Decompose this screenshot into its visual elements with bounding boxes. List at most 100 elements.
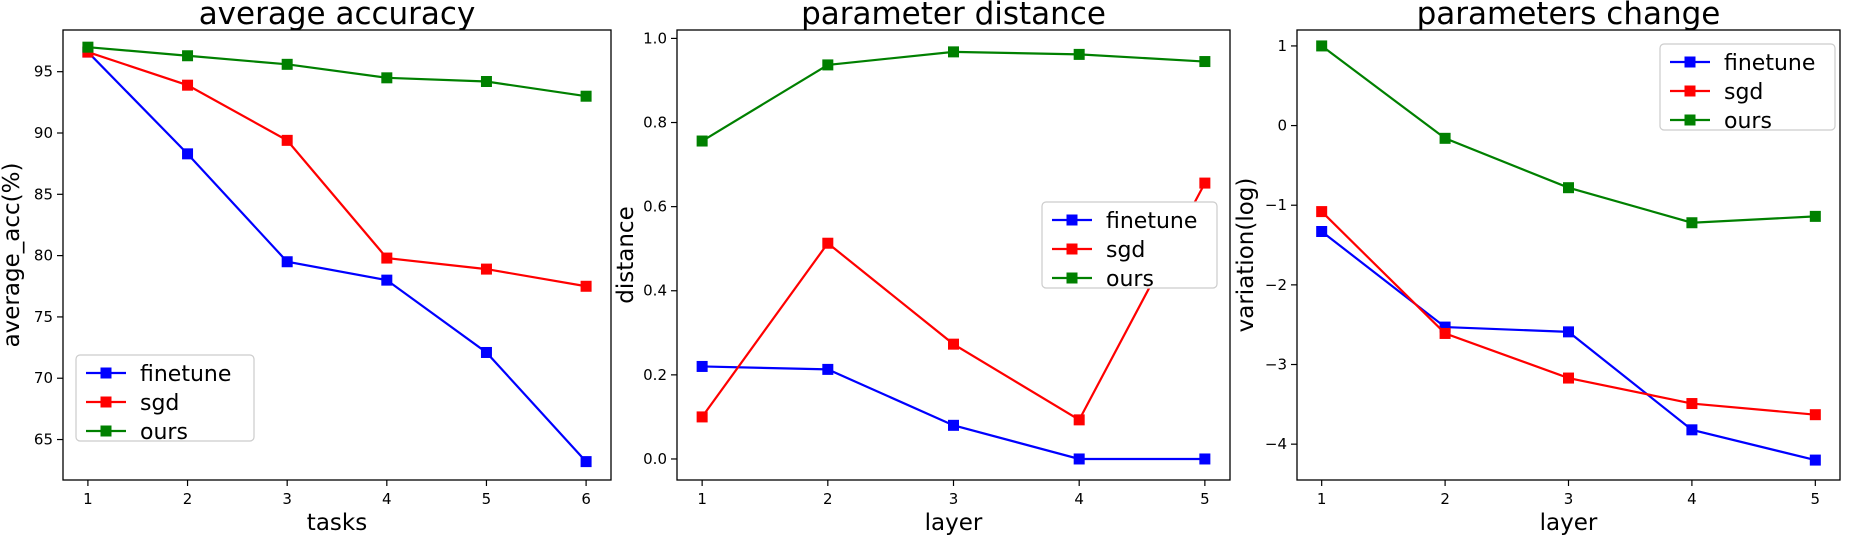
panel3-point-finetune — [1809, 454, 1821, 466]
panel1-plot-frame — [62, 29, 612, 481]
panel3-x-tick-label: 4 — [1687, 490, 1697, 508]
panel2-point-ours — [1073, 48, 1085, 60]
panel2-x-tick-label: 2 — [823, 490, 833, 508]
panel1-x-tick-label: 5 — [482, 490, 492, 508]
panel2-x-tick-label: 5 — [1200, 490, 1210, 508]
panel3-point-finetune — [1316, 226, 1328, 238]
panel3-point-finetune — [1686, 424, 1698, 436]
panel2-legend-box — [1041, 201, 1218, 289]
panel1-legend-box — [75, 354, 255, 442]
panel3-point-sgd — [1439, 327, 1451, 339]
panel2-y-tick-label: 0.8 — [643, 114, 667, 132]
panel1-point-finetune — [381, 274, 393, 286]
panel3-x-tick-label: 2 — [1440, 490, 1450, 508]
panel1-y-tick-label: 65 — [34, 431, 53, 449]
panel1-x-axis-label: tasks — [307, 510, 367, 536]
panel3-point-ours — [1316, 40, 1328, 52]
panel1-point-sgd — [381, 252, 393, 264]
panel3-y-tick-label: 0 — [1277, 117, 1287, 135]
panel1-point-finetune — [281, 256, 293, 268]
panel3-x-tick-label: 3 — [1564, 490, 1574, 508]
panel2-point-ours — [822, 59, 834, 71]
panel3-legend-label-sgd: sgd — [1724, 80, 1763, 105]
panel3-point-ours — [1439, 132, 1451, 144]
panel3-point-finetune — [1439, 321, 1451, 333]
panel1-title: average accuracy — [199, 0, 476, 32]
panel1-legend-label-finetune: finetune — [140, 362, 231, 387]
panel2-legend-marker-ours — [1066, 272, 1078, 284]
panel3-y-tick-label: −3 — [1265, 356, 1287, 374]
panel1-point-sgd — [182, 79, 194, 91]
panel1-y-tick-label: 85 — [34, 185, 53, 203]
panel2-point-sgd — [822, 237, 834, 249]
panel3-point-finetune — [1563, 326, 1574, 338]
panel1-series-line-sgd — [87, 51, 587, 288]
panel3-y-tick-label: 1 — [1277, 37, 1287, 55]
panel2-legend: finetune sgd ours — [1041, 201, 1218, 292]
panel2-legend-label-ours: ours — [1106, 267, 1154, 292]
panel2-legend-marker-finetune — [1066, 214, 1078, 226]
panel1-legend-marker-ours — [100, 425, 112, 437]
panel2-x-tick-label: 4 — [1074, 490, 1084, 508]
panel1-y-axis-label: average_acc(%) — [0, 163, 25, 348]
panel3-y-tick-label: −1 — [1265, 196, 1287, 214]
panel3-point-sgd — [1563, 372, 1574, 384]
panel1-legend: finetune sgd ours — [75, 354, 255, 445]
panel2-series-line-ours — [701, 50, 1205, 142]
panel2-x-tick-label: 3 — [949, 490, 959, 508]
panel3-x-axis-label: layer — [1540, 510, 1598, 536]
panel2-point-ours — [948, 46, 959, 58]
panel2-point-sgd — [1073, 414, 1085, 426]
panel3-legend: finetune sgd ours — [1659, 43, 1836, 134]
panel3-y-axis-label: variation(log) — [1233, 178, 1259, 333]
panel2-point-sgd — [696, 411, 708, 423]
panel3-title: parameters change — [1417, 0, 1721, 32]
panel1-legend-marker-finetune — [100, 367, 112, 379]
panel1-point-finetune — [480, 346, 492, 358]
panel2-y-tick-label: 0.2 — [643, 366, 667, 384]
panel3-y-tick-label: −4 — [1265, 435, 1287, 453]
panel1-series-line-finetune — [87, 51, 587, 463]
panel1: average accuracy tasks average_acc(%) 1 2 3 4 5… — [0, 0, 612, 536]
panel2-legend-label-sgd: sgd — [1106, 238, 1145, 263]
panel2-title: parameter distance — [801, 0, 1106, 32]
panel3-legend-marker-sgd — [1684, 85, 1696, 97]
panel1-y-tick-label: 80 — [34, 247, 53, 265]
panel3-legend-marker-finetune — [1684, 56, 1696, 68]
panel1-point-sgd — [480, 263, 492, 275]
panel3-legend-label-ours: ours — [1724, 109, 1772, 134]
panel2-point-finetune — [1073, 453, 1085, 465]
panel3-point-ours — [1686, 217, 1698, 229]
panel3-x-tick-label: 5 — [1811, 490, 1821, 508]
panel1-point-sgd — [580, 280, 592, 292]
panel2-point-sgd — [1199, 177, 1211, 189]
panel1-point-ours — [281, 58, 293, 70]
panel2-x-axis-label: layer — [925, 510, 983, 536]
panel2-legend-label-finetune: finetune — [1106, 209, 1197, 234]
panel2-point-finetune — [696, 360, 708, 372]
panel1-point-sgd — [281, 134, 293, 146]
panel3-legend-marker-ours — [1684, 114, 1696, 126]
panel2-point-finetune — [1199, 453, 1211, 465]
panel3-legend-box — [1659, 43, 1836, 131]
panel1-point-ours — [381, 72, 393, 84]
panel1-x-tick-label: 1 — [83, 490, 93, 508]
panel1-legend-label-ours: ours — [140, 420, 188, 445]
panel1-x-tick-label: 6 — [581, 490, 591, 508]
panel1-legend-label-sgd: sgd — [140, 391, 179, 416]
panel1-legend-marker-sgd — [100, 396, 112, 408]
panel1-y-tick-label: 90 — [34, 124, 53, 142]
panel2-point-sgd — [948, 338, 959, 350]
panel3: parameters change layer variation(log) 1 2 3 4… — [1233, 0, 1841, 536]
panel2-series-line-finetune — [702, 365, 1205, 461]
panel2-point-finetune — [822, 363, 834, 375]
panel3-x-tick-label: 1 — [1317, 490, 1327, 508]
panel1-x-tick-label: 3 — [282, 490, 292, 508]
panel1-x-tick-label: 2 — [183, 490, 193, 508]
panel1-y-tick-label: 75 — [34, 308, 53, 326]
panel2-y-tick-label: 0.0 — [643, 450, 667, 468]
panel2-y-axis-label: distance — [613, 206, 639, 303]
panel2-y-tick-label: 0.6 — [643, 198, 667, 216]
panel1-point-finetune — [182, 148, 194, 160]
